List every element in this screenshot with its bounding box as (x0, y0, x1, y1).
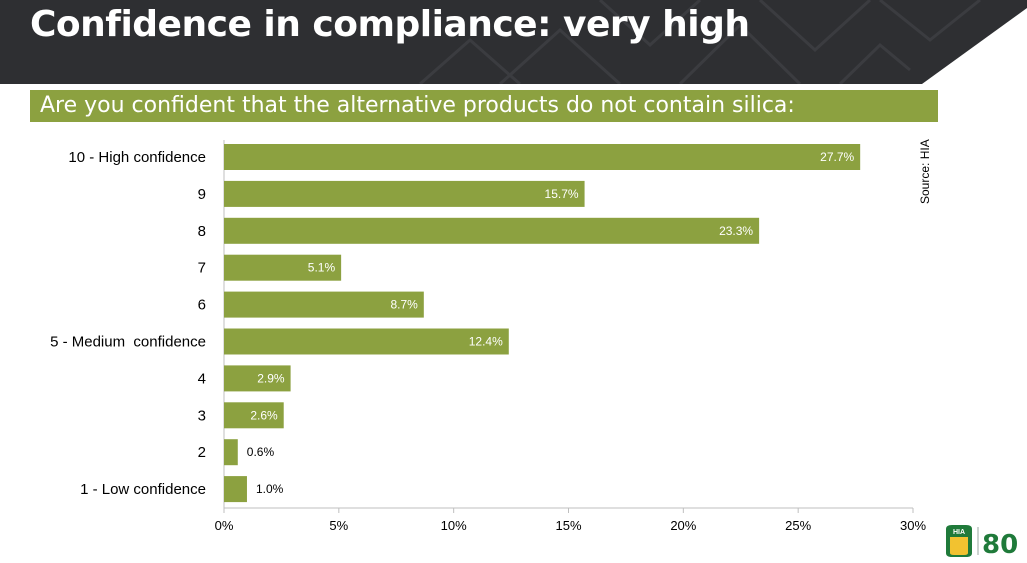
bar (224, 180, 585, 207)
x-tick-label: 20% (670, 518, 696, 533)
bar (224, 439, 238, 466)
page-title: Confidence in compliance: very high (30, 4, 750, 45)
hia-80-logo: HIA 80 (946, 525, 1018, 559)
category-label: 4 (198, 370, 206, 387)
bar (224, 144, 861, 170)
logo-number-text: 80 (982, 530, 1018, 559)
bar (224, 291, 424, 318)
value-label: 0.6% (247, 445, 275, 459)
category-label: 6 (198, 297, 206, 314)
question-bar: Are you confident that the alternative p… (30, 90, 938, 122)
category-label: 9 (198, 186, 206, 203)
category-label: 5 - Medium confidence (50, 334, 206, 351)
hia-badge-icon: HIA (946, 525, 972, 557)
bar (224, 476, 247, 503)
bar (224, 402, 284, 429)
x-tick-label: 10% (441, 518, 467, 533)
category-label: 2 (198, 444, 206, 461)
x-tick-label: 30% (900, 518, 926, 533)
bar (224, 254, 342, 281)
value-label: 12.4% (469, 335, 503, 349)
source-label: Source: HIA (918, 139, 932, 204)
value-label: 2.9% (257, 371, 285, 385)
value-label: 1.0% (256, 482, 284, 496)
title-banner (0, 0, 1027, 84)
category-label: 8 (198, 223, 206, 240)
x-tick-label: 25% (785, 518, 811, 533)
value-label: 8.7% (390, 298, 418, 312)
category-label: 7 (198, 260, 206, 277)
category-label: 3 (198, 407, 206, 424)
x-tick-label: 15% (555, 518, 581, 533)
value-label: 23.3% (719, 224, 753, 238)
x-tick-label: 5% (329, 518, 348, 533)
value-label: 2.6% (250, 408, 278, 422)
value-label: 15.7% (545, 187, 579, 201)
logo-badge-text: HIA (953, 529, 965, 536)
bar (224, 365, 291, 392)
bar (224, 217, 760, 244)
value-label: 27.7% (820, 150, 854, 164)
bar (224, 328, 509, 355)
question-text: Are you confident that the alternative p… (40, 93, 795, 118)
category-label: 10 - High confidence (68, 149, 206, 166)
category-label: 1 - Low confidence (80, 481, 206, 498)
value-label: 5.1% (308, 261, 336, 275)
x-tick-label: 0% (215, 518, 234, 533)
